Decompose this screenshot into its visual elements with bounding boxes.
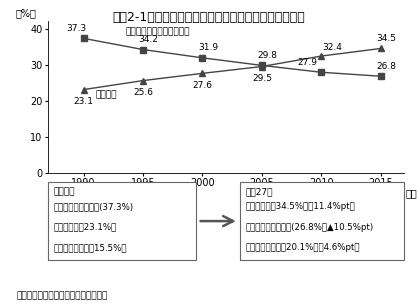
Text: １位：夫婦と子ども(37.3%): １位：夫婦と子ども(37.3%): [53, 203, 133, 211]
Bar: [48, 182, 196, 260]
Text: 平成27年: 平成27年: [246, 187, 273, 196]
Bar: [241, 182, 404, 260]
Text: 平成２年: 平成２年: [53, 187, 75, 196]
Text: ２位：夫婦と子ども(26.8%、▲10.5%pt): ２位：夫婦と子ども(26.8%、▲10.5%pt): [246, 223, 374, 232]
Text: 27.9: 27.9: [297, 58, 317, 67]
Text: 25.6: 25.6: [133, 88, 153, 97]
Text: 32.4: 32.4: [322, 43, 342, 52]
Text: 図表2-1　夫婦と子どもから成る世帯と単身世帯の割合: 図表2-1 夫婦と子どもから成る世帯と単身世帯の割合: [112, 11, 305, 24]
Text: （年）: （年）: [405, 188, 417, 198]
Text: 27.6: 27.6: [193, 81, 212, 90]
Text: ２位：単身（23.1%）: ２位：単身（23.1%）: [53, 223, 117, 232]
Text: 34.5: 34.5: [376, 34, 396, 43]
Text: ３位：夫婦のみ（15.5%）: ３位：夫婦のみ（15.5%）: [53, 243, 127, 252]
Text: 26.8: 26.8: [376, 62, 396, 71]
Text: （資料）総務省「国勢調査」より作成: （資料）総務省「国勢調査」より作成: [17, 291, 108, 300]
Text: 34.2: 34.2: [138, 35, 158, 44]
Text: 夫婦と子どもから成る世帯: 夫婦と子どもから成る世帯: [125, 28, 190, 37]
Text: ３位：夫婦のみ（20.1%、＋4.6%pt）: ３位：夫婦のみ（20.1%、＋4.6%pt）: [246, 243, 360, 252]
Text: 37.3: 37.3: [67, 24, 87, 33]
Text: 31.9: 31.9: [198, 43, 218, 52]
Text: 単身世帯: 単身世帯: [95, 91, 117, 100]
Text: 23.1: 23.1: [74, 97, 93, 106]
Text: （%）: （%）: [16, 8, 37, 18]
Text: 29.5: 29.5: [252, 74, 272, 83]
Text: 29.8: 29.8: [257, 51, 277, 60]
Text: １位：単身（34.5%、＋11.4%pt）: １位：単身（34.5%、＋11.4%pt）: [246, 203, 356, 211]
